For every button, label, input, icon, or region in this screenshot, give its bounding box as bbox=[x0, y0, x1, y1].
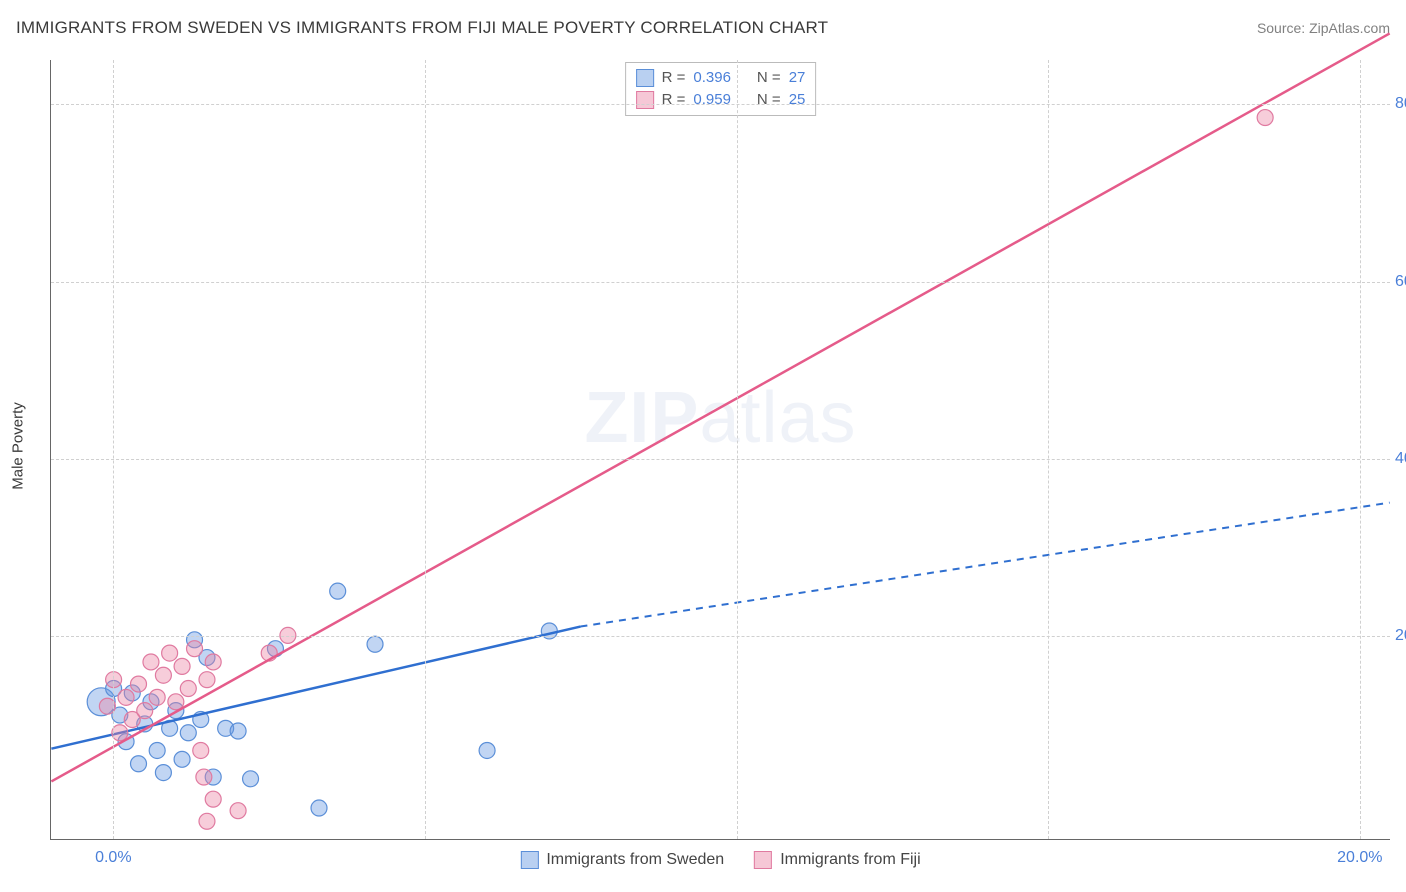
data-point bbox=[180, 681, 196, 697]
legend-item: Immigrants from Sweden bbox=[520, 851, 724, 869]
data-point bbox=[155, 667, 171, 683]
data-point bbox=[1257, 110, 1273, 126]
gridline-v bbox=[113, 60, 114, 839]
swatch-pink-icon bbox=[754, 851, 772, 869]
trend-line bbox=[51, 33, 1389, 781]
data-point bbox=[187, 641, 203, 657]
gridline-h bbox=[51, 282, 1390, 283]
source-label: Source: bbox=[1257, 20, 1309, 36]
gridline-h bbox=[51, 636, 1390, 637]
data-point bbox=[205, 654, 221, 670]
y-tick-label: 20.0% bbox=[1395, 627, 1406, 645]
data-point bbox=[131, 756, 147, 772]
y-tick-label: 60.0% bbox=[1395, 273, 1406, 291]
y-tick-label: 40.0% bbox=[1395, 450, 1406, 468]
data-point bbox=[479, 742, 495, 758]
data-point bbox=[243, 771, 259, 787]
data-point bbox=[118, 689, 134, 705]
data-point bbox=[174, 751, 190, 767]
source-attribution: Source: ZipAtlas.com bbox=[1257, 20, 1390, 36]
data-point bbox=[311, 800, 327, 816]
data-point bbox=[162, 645, 178, 661]
y-axis-label: Male Poverty bbox=[10, 402, 27, 490]
data-point bbox=[196, 769, 212, 785]
gridline-h bbox=[51, 104, 1390, 105]
data-point bbox=[199, 813, 215, 829]
data-point bbox=[149, 742, 165, 758]
plot-area: ZIPatlas R = 0.396 N = 27 R = 0.959 N = … bbox=[50, 60, 1390, 840]
data-point bbox=[230, 723, 246, 739]
gridline-v bbox=[1360, 60, 1361, 839]
chart-svg bbox=[51, 60, 1390, 839]
y-tick-label: 80.0% bbox=[1395, 95, 1406, 113]
data-point bbox=[367, 636, 383, 652]
gridline-v bbox=[425, 60, 426, 839]
swatch-blue-icon bbox=[520, 851, 538, 869]
chart-title: IMMIGRANTS FROM SWEDEN VS IMMIGRANTS FRO… bbox=[16, 18, 828, 38]
data-point bbox=[330, 583, 346, 599]
data-point bbox=[199, 672, 215, 688]
legend-label: Immigrants from Sweden bbox=[546, 851, 724, 869]
data-point bbox=[193, 742, 209, 758]
legend-item: Immigrants from Fiji bbox=[754, 851, 920, 869]
legend-label: Immigrants from Fiji bbox=[780, 851, 920, 869]
x-tick-label: 0.0% bbox=[95, 849, 131, 867]
data-point bbox=[174, 658, 190, 674]
gridline-v bbox=[737, 60, 738, 839]
data-point bbox=[205, 791, 221, 807]
data-point bbox=[143, 654, 159, 670]
chart-container: IMMIGRANTS FROM SWEDEN VS IMMIGRANTS FRO… bbox=[0, 0, 1406, 892]
x-tick-label: 20.0% bbox=[1337, 849, 1382, 867]
gridline-v bbox=[1048, 60, 1049, 839]
data-point bbox=[155, 765, 171, 781]
data-point bbox=[137, 703, 153, 719]
legend-series: Immigrants from Sweden Immigrants from F… bbox=[520, 851, 920, 869]
data-point bbox=[180, 725, 196, 741]
data-point bbox=[149, 689, 165, 705]
data-point bbox=[230, 803, 246, 819]
trend-line-dashed bbox=[580, 503, 1389, 627]
data-point bbox=[131, 676, 147, 692]
gridline-h bbox=[51, 459, 1390, 460]
source-value: ZipAtlas.com bbox=[1309, 20, 1390, 36]
